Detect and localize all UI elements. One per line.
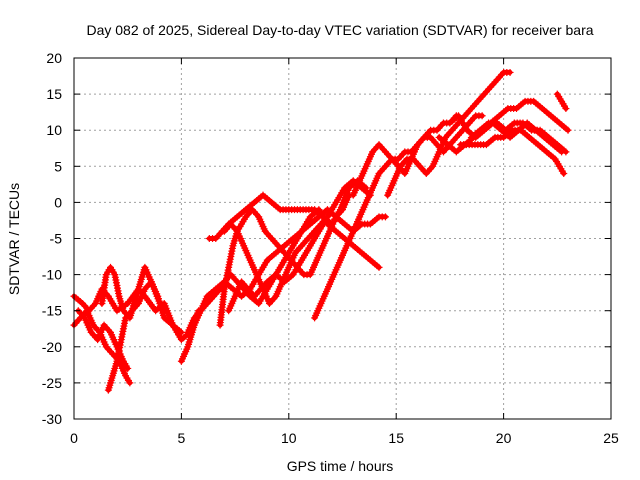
y-tick-label: 5 xyxy=(54,158,62,174)
x-tick-label: 5 xyxy=(178,430,186,446)
x-tick-label: 25 xyxy=(603,430,619,446)
x-tick-label: 20 xyxy=(496,430,512,446)
data-point-marker xyxy=(562,148,570,156)
series-track-17 xyxy=(457,126,568,178)
data-layer xyxy=(70,68,572,394)
y-tick-label: 15 xyxy=(46,86,62,102)
series-track-19 xyxy=(553,90,570,113)
tick-layer: 0 5 10 15 20 25 -30 -25 -20 -15 -10 -5 0 5 10 15 20 xyxy=(42,50,619,446)
x-tick-label: 15 xyxy=(388,430,404,446)
data-point-marker xyxy=(126,379,134,387)
chart-title: Day 082 of 2025, Sidereal Day-to-day VTE… xyxy=(86,22,593,38)
data-point-marker xyxy=(506,68,514,76)
series-track-7 xyxy=(184,206,383,336)
series-track-9 xyxy=(216,191,353,329)
data-point-marker xyxy=(562,105,570,113)
y-tick-label: -15 xyxy=(42,303,62,319)
series-track-14 xyxy=(384,68,514,199)
data-point-marker xyxy=(177,328,185,336)
data-point-marker xyxy=(124,364,132,372)
y-tick-label: -10 xyxy=(42,267,62,283)
x-tick-label: 0 xyxy=(70,430,78,446)
series-track-10 xyxy=(225,177,374,315)
data-point-marker xyxy=(375,263,383,271)
y-tick-label: -20 xyxy=(42,339,62,355)
x-tick-label: 10 xyxy=(281,430,297,446)
data-point-marker xyxy=(323,213,331,221)
x-axis-title: GPS time / hours xyxy=(287,458,394,474)
data-point-marker xyxy=(478,112,486,120)
y-tick-label: 20 xyxy=(46,50,62,66)
y-tick-label: 0 xyxy=(54,194,62,210)
series-track-11 xyxy=(220,213,331,307)
y-tick-label: -25 xyxy=(42,375,62,391)
data-point-marker xyxy=(564,126,572,134)
y-tick-label: -30 xyxy=(42,411,62,427)
series-track-5 xyxy=(104,278,185,394)
series-line xyxy=(385,69,513,198)
y-tick-label: -5 xyxy=(50,231,63,247)
data-point-marker xyxy=(560,170,568,178)
series-track-18 xyxy=(467,119,570,156)
y-axis-title: SDTVAR / TECUs xyxy=(6,183,22,295)
y-tick-label: 10 xyxy=(46,122,62,138)
data-point-marker xyxy=(381,213,389,221)
